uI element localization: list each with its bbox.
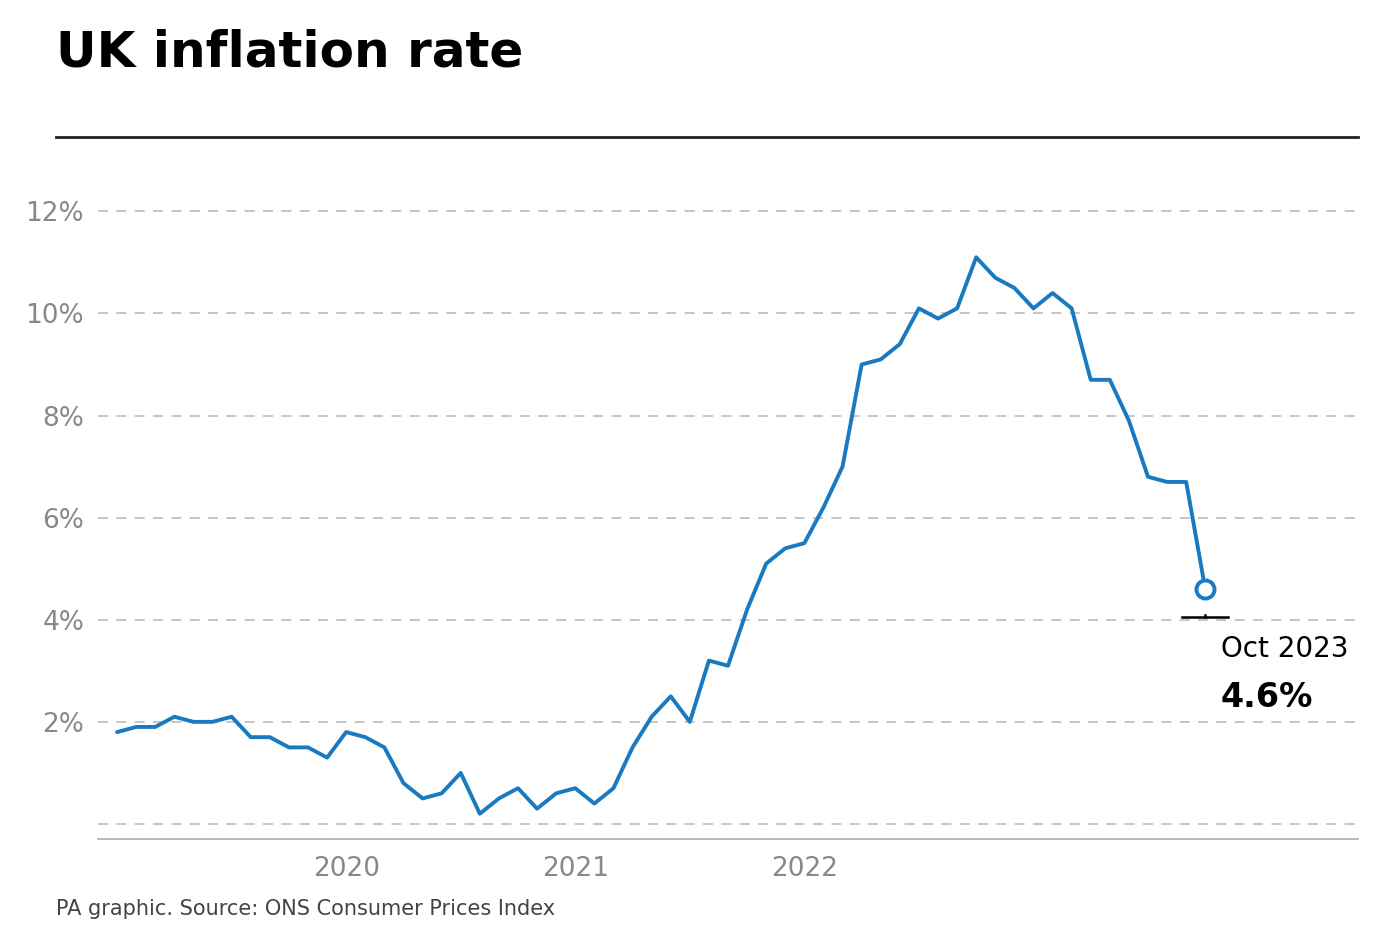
Text: Oct 2023: Oct 2023 (1221, 635, 1348, 663)
Text: 4.6%: 4.6% (1221, 681, 1313, 714)
Text: PA graphic. Source: ONS Consumer Prices Index: PA graphic. Source: ONS Consumer Prices … (56, 900, 556, 919)
Text: UK inflation rate: UK inflation rate (56, 28, 524, 76)
